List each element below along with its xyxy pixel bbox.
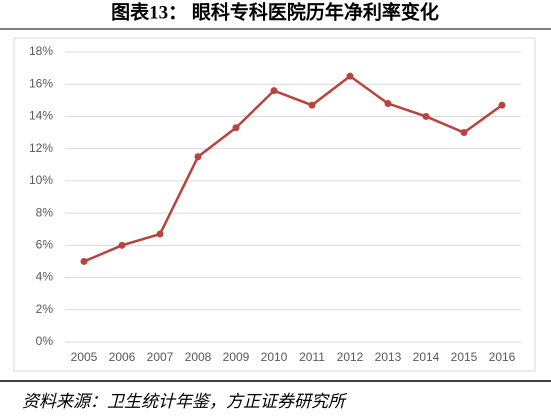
y-tick-label: 16% bbox=[29, 76, 53, 90]
x-tick-label: 2016 bbox=[489, 350, 516, 364]
y-tick-label: 4% bbox=[36, 270, 54, 284]
data-line bbox=[83, 74, 503, 263]
x-tick-label: 2011 bbox=[299, 350, 325, 364]
data-point bbox=[156, 230, 164, 238]
y-tick-label: 0% bbox=[36, 334, 54, 348]
x-tick-label: 2015 bbox=[451, 350, 478, 364]
x-tick-label: 2013 bbox=[375, 350, 402, 364]
x-tick-label: 2008 bbox=[185, 350, 212, 364]
data-point bbox=[118, 241, 126, 249]
y-tick-label: 8% bbox=[36, 205, 54, 219]
data-point bbox=[346, 72, 354, 80]
x-tick-label: 2012 bbox=[337, 350, 364, 364]
y-tick-label: 10% bbox=[29, 173, 53, 187]
data-point bbox=[270, 87, 278, 95]
source-note: 资料来源：卫生统计年鉴，方正证券研究所 bbox=[22, 392, 348, 411]
x-tick-label: 2014 bbox=[413, 350, 440, 364]
chart-frame bbox=[13, 37, 536, 372]
data-point bbox=[384, 100, 392, 108]
data-point bbox=[308, 101, 316, 109]
data-point bbox=[194, 153, 202, 161]
x-tick-label: 2006 bbox=[109, 350, 136, 364]
y-tick-label: 18% bbox=[29, 44, 53, 58]
x-tick-label: 2005 bbox=[71, 350, 98, 364]
x-tick-label: 2010 bbox=[261, 350, 288, 364]
x-tick-label: 2009 bbox=[223, 350, 250, 364]
y-tick-label: 12% bbox=[29, 141, 53, 155]
chart-title: 图表13： 眼科专科医院历年净利率变化 bbox=[111, 0, 439, 23]
data-point bbox=[232, 124, 240, 132]
y-tick-label: 6% bbox=[36, 238, 54, 252]
data-point bbox=[80, 257, 88, 265]
data-point bbox=[422, 112, 430, 120]
data-point bbox=[460, 129, 468, 137]
y-tick-label: 14% bbox=[29, 109, 53, 123]
y-tick-label: 2% bbox=[36, 302, 54, 316]
data-point bbox=[498, 101, 506, 109]
x-tick-label: 2007 bbox=[147, 350, 174, 364]
